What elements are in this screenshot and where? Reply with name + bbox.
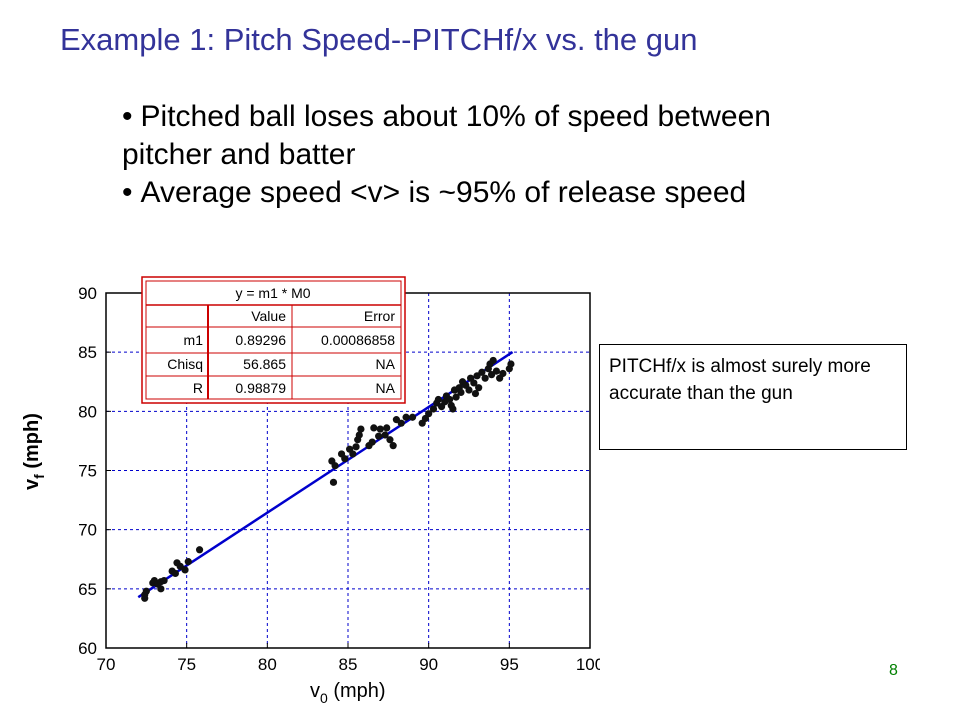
data-point [383, 424, 391, 432]
data-point [457, 388, 465, 396]
bullet-text: Pitched ball loses about 10% of speed be… [122, 100, 771, 171]
data-point [481, 374, 489, 382]
data-point [434, 395, 442, 404]
x-tick-label: 90 [419, 655, 438, 674]
data-point [465, 386, 473, 394]
data-point [386, 436, 394, 444]
x-tick-label: 70 [97, 655, 116, 674]
x-axis-label-sub: 0 [320, 690, 328, 706]
data-point [408, 413, 417, 421]
data-point [370, 424, 378, 432]
fit-row-label: m1 [184, 332, 204, 348]
y-tick-label: 75 [78, 462, 97, 481]
data-point [341, 455, 349, 463]
fit-row-value: 0.89296 [235, 332, 286, 348]
data-point [429, 405, 438, 413]
data-point [402, 413, 410, 421]
data-point [425, 410, 433, 418]
x-tick-label: 85 [339, 655, 358, 674]
data-point [160, 576, 168, 585]
data-point [157, 585, 165, 593]
data-point [352, 443, 360, 451]
bullet-item: • Average speed <v> is ~95% of release sp… [122, 176, 747, 209]
data-point [499, 369, 507, 378]
slide-title: Example 1: Pitch Speed--PITCHf/x vs. the… [60, 22, 698, 57]
fit-table-outer [141, 276, 406, 404]
data-point [142, 587, 150, 595]
fit-row-value: 0.98879 [235, 380, 286, 396]
data-point [376, 425, 384, 433]
data-point [355, 431, 363, 439]
x-tick-label: 75 [177, 655, 196, 674]
y-tick-label: 80 [78, 402, 97, 421]
fit-row-label: R [193, 380, 203, 396]
x-tick-label: 80 [258, 655, 277, 674]
data-point [329, 478, 338, 486]
data-point [181, 566, 189, 574]
data-point [381, 431, 389, 439]
y-axis-label-main: v [21, 478, 43, 490]
data-point [397, 419, 405, 427]
data-point [449, 405, 457, 413]
x-axis-label: v0 (mph) [310, 680, 386, 706]
y-tick-label: 90 [78, 284, 97, 303]
page-number: 8 [889, 662, 898, 679]
data-point [349, 450, 357, 458]
data-point [184, 558, 192, 566]
y-tick-label: 70 [78, 521, 97, 540]
y-axis-label: vf (mph) [21, 413, 47, 490]
data-point [375, 432, 383, 440]
data-point [368, 438, 376, 446]
data-point [452, 393, 460, 401]
data-point [487, 371, 496, 379]
data-point [446, 395, 454, 404]
data-point [470, 379, 478, 387]
data-point [478, 368, 486, 376]
x-tick-label: 100 [576, 655, 600, 674]
x-axis-label-unit: (mph) [328, 680, 386, 702]
data-point [475, 384, 483, 392]
y-tick-label: 85 [78, 343, 97, 362]
tick-labels: 70 75 80 85 90 95 100 60 65 70 75 80 85 90 [78, 284, 600, 674]
callout-note: PITCHf/x is almost surely more accurate … [599, 344, 907, 450]
fit-line-layer [137, 351, 514, 599]
data-point [171, 569, 179, 578]
y-tick-label: 65 [78, 580, 97, 599]
y-axis-label-sub: f [31, 474, 47, 479]
y-axis-label-unit: (mph) [21, 413, 43, 474]
fit-row-label: Chisq [167, 356, 203, 372]
bullet-text: Average speed <v> is ~95% of release spe… [140, 176, 747, 209]
x-axis-label-main: v [310, 680, 320, 702]
data-point [389, 442, 397, 450]
data-point [195, 546, 204, 554]
fit-row-value: 56.865 [243, 356, 286, 372]
fit-equation: y = m1 * M0 [235, 285, 310, 301]
fit-results-table: y = m1 * M0 Value Error m1 0.89296 0.000… [141, 276, 406, 404]
y-tick-label: 60 [78, 639, 97, 658]
data-point [489, 356, 497, 365]
fit-table-inner [145, 280, 402, 400]
fit-row-error: 0.00086858 [321, 332, 395, 348]
fit-row-error: NA [376, 380, 396, 396]
data-point [357, 425, 365, 433]
fit-header-value: Value [251, 308, 286, 324]
fit-header-error: Error [364, 308, 395, 324]
points-layer [141, 356, 515, 602]
fit-row-error: NA [376, 356, 396, 372]
bullet-item: • Pitched ball loses about 10% of speed b… [122, 100, 771, 171]
data-point [507, 360, 515, 368]
bullet-list: • Pitched ball loses about 10% of speed b… [122, 98, 822, 212]
fit-line [137, 351, 514, 599]
data-point [331, 462, 339, 470]
x-tick-label: 95 [500, 655, 519, 674]
data-point [471, 389, 480, 398]
